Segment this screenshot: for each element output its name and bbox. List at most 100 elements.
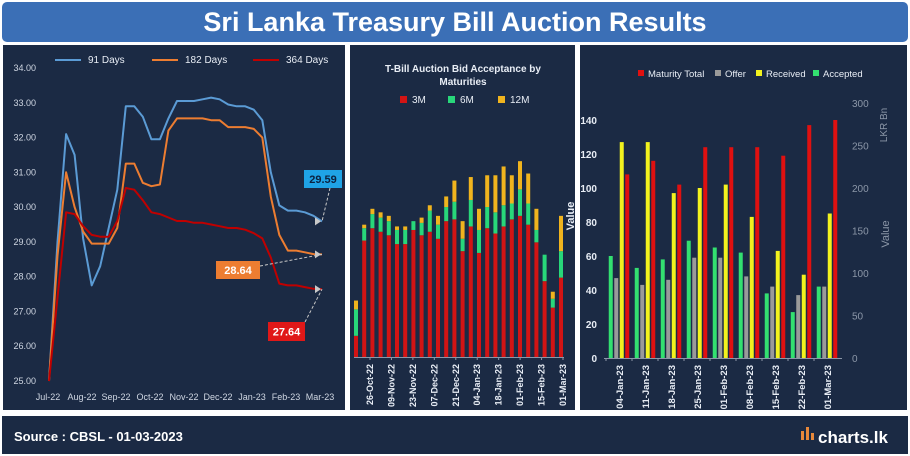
y-tick-label: 29.00 — [13, 237, 36, 247]
source-text: Source : CBSL - 01-03-2023 — [14, 429, 183, 444]
x-tick-label: 09-Nov-22 — [386, 364, 396, 407]
y2-axis-title: Value — [880, 220, 892, 247]
bar-6m-23 — [542, 254, 547, 282]
bar-6m-10 — [436, 224, 440, 239]
legend-label: Received — [766, 69, 806, 80]
x-tick-label: 26-Oct-22 — [365, 364, 375, 405]
x-tick-label: 18-Jan-23 — [494, 364, 504, 406]
bar-12m-10 — [436, 215, 440, 225]
bar-maturity-total-1 — [651, 160, 656, 358]
bar-received-4 — [723, 184, 728, 358]
bar-maturity-total-0 — [625, 174, 630, 358]
bar-received-3 — [697, 188, 702, 358]
bar-3m-12 — [452, 219, 457, 357]
bar-6m-25 — [559, 251, 563, 278]
bar-12m-8 — [419, 217, 424, 223]
x-tick-label: Dec-22 — [203, 392, 232, 402]
bar-offer-6 — [770, 286, 775, 358]
bar-3m-11 — [444, 221, 449, 357]
y-tick-label: 32.00 — [13, 133, 36, 143]
bar-6m-13 — [460, 238, 465, 252]
y-tick-label: 20 — [586, 320, 598, 331]
bar-received-2 — [671, 193, 676, 358]
x-tick-label: Sep-22 — [101, 392, 130, 402]
y-tick-label: 40 — [586, 286, 598, 297]
bar-3m-7 — [411, 229, 416, 357]
bar-3m-3 — [378, 231, 383, 357]
bar-6m-15 — [477, 229, 481, 253]
legend-swatch — [400, 96, 407, 103]
bar-12m-16 — [485, 175, 490, 208]
bar-6m-11 — [444, 207, 449, 222]
y-tick-label: 0 — [591, 354, 597, 365]
bar-12m-18 — [501, 166, 506, 206]
y-tick-label: 100 — [580, 184, 597, 195]
y-tick-label: 25.00 — [13, 376, 36, 386]
bar-3m-4 — [386, 235, 391, 357]
bar-6m-22 — [534, 229, 539, 243]
bar-6m-2 — [370, 214, 375, 229]
bar-12m-1 — [362, 224, 367, 229]
bar-12m-4 — [386, 215, 391, 222]
bar-12m-11 — [444, 196, 449, 208]
end-value-label: 27.64 — [273, 327, 301, 339]
bar-3m-14 — [468, 226, 473, 357]
bar-12m-5 — [395, 226, 399, 230]
x-tick-label: 11-Jan-23 — [641, 365, 652, 408]
panel-rates — [3, 45, 345, 410]
bar-received-5 — [749, 216, 754, 358]
x-tick-label: Feb-23 — [272, 392, 301, 402]
bar-6m-8 — [419, 222, 424, 236]
bar-12m-13 — [460, 221, 465, 239]
bar-maturity-total-7 — [807, 125, 812, 358]
x-tick-label: Jan-23 — [238, 392, 266, 402]
callout-leader — [304, 288, 323, 323]
callout-leader — [259, 253, 323, 267]
x-tick-label: 01-Mar-23 — [558, 364, 568, 406]
bar-12m-9 — [427, 205, 432, 211]
x-tick-label: 25-Jan-23 — [693, 365, 704, 409]
acceptance-stacked-chart: T-Bill Auction Bid Acceptance by Maturiti… — [354, 64, 568, 407]
bar-3m-8 — [419, 235, 424, 357]
bar-6m-5 — [395, 229, 399, 245]
x-tick-label: 08-Feb-23 — [745, 365, 756, 409]
bar-3m-20 — [518, 215, 522, 357]
bar-12m-3 — [378, 212, 383, 218]
series-line-182-days — [48, 117, 323, 382]
y2-tick-label: 250 — [852, 142, 869, 153]
bar-12m-20 — [518, 161, 522, 190]
bar-6m-12 — [452, 201, 457, 220]
legend-label: 91 Days — [88, 55, 125, 66]
brand-text: charts.lk — [818, 428, 888, 447]
bar-6m-19 — [509, 203, 514, 220]
legend-label: Offer — [725, 69, 746, 80]
end-value-label: 28.64 — [224, 265, 252, 277]
x-tick-label: Aug-22 — [67, 392, 96, 402]
bar-6m-7 — [411, 221, 416, 230]
legend-label: 182 Days — [185, 55, 227, 66]
x-tick-label: 21-Dec-22 — [451, 364, 461, 407]
bar-received-6 — [775, 250, 780, 358]
chart-title-line1: T-Bill Auction Bid Acceptance by — [385, 64, 541, 75]
y-tick-label: 30.00 — [13, 202, 36, 212]
bar-6m-20 — [518, 189, 522, 216]
legend-label: 3M — [412, 95, 426, 106]
series-line-364-days — [48, 187, 323, 382]
bar-received-0 — [619, 142, 624, 358]
footer-bar — [2, 416, 908, 454]
y2-tick-label: 300 — [852, 99, 869, 110]
page-title: Sri Lanka Treasury Bill Auction Results — [203, 7, 706, 37]
y2-unit-title: LKR Bn — [879, 108, 890, 142]
y-tick-label: 28.00 — [13, 272, 36, 282]
bar-6m-17 — [493, 212, 498, 234]
chart-title-line2: Maturities — [439, 77, 487, 88]
bar-accepted-2 — [660, 259, 665, 358]
legend-swatch — [638, 70, 644, 76]
bar-offer-0 — [614, 278, 619, 358]
x-tick-label: 15-Feb-23 — [771, 365, 782, 409]
legend-swatch — [813, 70, 819, 76]
y-tick-label: 26.00 — [13, 341, 36, 351]
bar-3m-17 — [493, 233, 498, 357]
bar-3m-2 — [370, 228, 375, 357]
